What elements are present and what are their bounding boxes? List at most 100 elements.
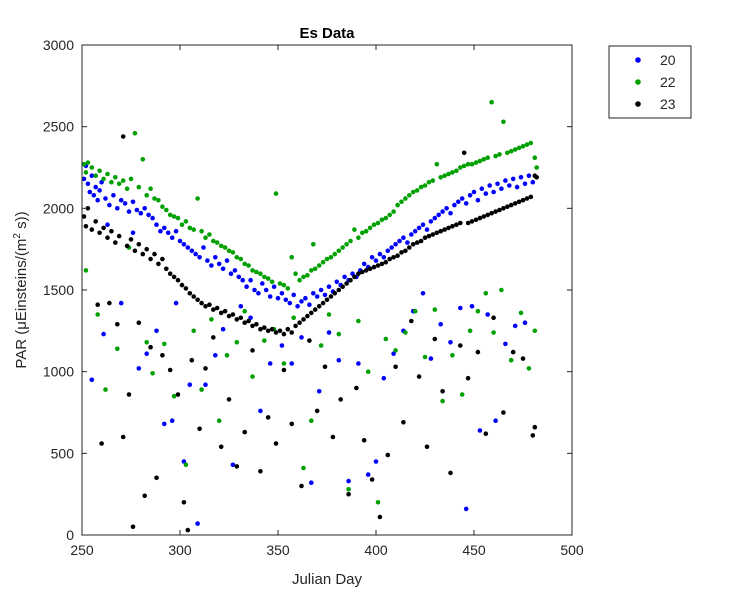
data-point [267,294,273,299]
data-point [381,375,387,381]
data-point [503,341,508,347]
data-point [187,382,193,388]
legend-marker-20 [635,57,641,63]
legend-marker-22 [635,79,641,85]
data-point [142,206,147,211]
data-point [524,196,530,201]
data-point [238,256,244,262]
chart-title: Es Data [299,25,355,42]
legend-box [608,45,692,119]
data-point [475,308,481,314]
data-point [175,277,181,283]
data-point [342,274,347,280]
data-point [269,279,275,285]
data-point [303,295,308,301]
data-point [242,261,247,267]
data-point [461,163,467,169]
data-point [481,214,487,219]
data-point [207,232,212,237]
data-point [279,291,285,296]
data-point [312,266,318,272]
data-point [265,415,271,420]
data-point [395,253,400,258]
data-point [514,184,520,190]
data-point [93,219,98,224]
data-point [463,506,469,512]
data-point [238,304,244,309]
data-point [369,254,375,260]
data-point [173,228,179,234]
data-point [258,408,263,414]
data-point [191,328,196,334]
data-point [505,204,510,209]
data-point [152,251,157,257]
data-point [244,284,249,290]
data-point [354,385,359,391]
data-point [324,297,330,303]
data-point [150,215,155,221]
data-point [138,210,144,216]
data-point [285,286,291,291]
data-point [446,225,451,231]
data-point [534,165,539,170]
data-point [189,357,195,363]
data-point [177,238,183,244]
data-point [403,330,408,335]
data-point [144,351,149,357]
data-point [291,315,297,321]
data-point [444,206,449,211]
data-point [518,175,524,180]
data-point [458,343,463,348]
data-point [360,269,365,275]
data-point [458,220,463,226]
data-point [136,366,142,371]
data-point [420,222,426,227]
data-point [487,183,493,188]
data-point [356,318,361,324]
data-point [197,254,202,260]
data-point [140,157,146,162]
data-point [209,263,214,268]
data-point [97,188,102,193]
data-point [236,274,242,280]
data-point [369,477,375,482]
data-point [97,230,102,236]
data-point [216,418,222,424]
data-point [452,202,457,208]
data-point [187,225,193,231]
data-point [438,322,444,327]
data-point [420,291,426,296]
data-point [267,361,273,366]
data-point [507,183,512,188]
data-point [434,161,440,167]
data-point [83,170,89,175]
data-point [375,220,381,226]
data-point [516,199,522,205]
data-point [520,144,526,149]
data-point [428,356,434,361]
data-point [414,188,420,193]
data-point [493,418,498,424]
data-point [115,346,120,352]
data-point [385,452,391,458]
data-point [199,387,204,392]
y-axis-label-superscript: 2 [12,233,23,239]
data-point [258,326,263,332]
data-point [344,281,349,286]
data-point [371,222,377,227]
data-point [105,235,110,240]
data-point [120,178,126,183]
data-point [265,276,271,281]
data-point [101,176,106,182]
data-point [383,215,389,221]
data-point [454,168,459,174]
data-point [422,354,428,360]
data-point [338,397,344,402]
data-point [428,219,434,224]
data-point [385,248,391,254]
data-point [465,220,471,226]
data-point [387,212,393,218]
data-point [252,287,257,293]
data-point [301,274,306,280]
data-point [346,491,351,497]
